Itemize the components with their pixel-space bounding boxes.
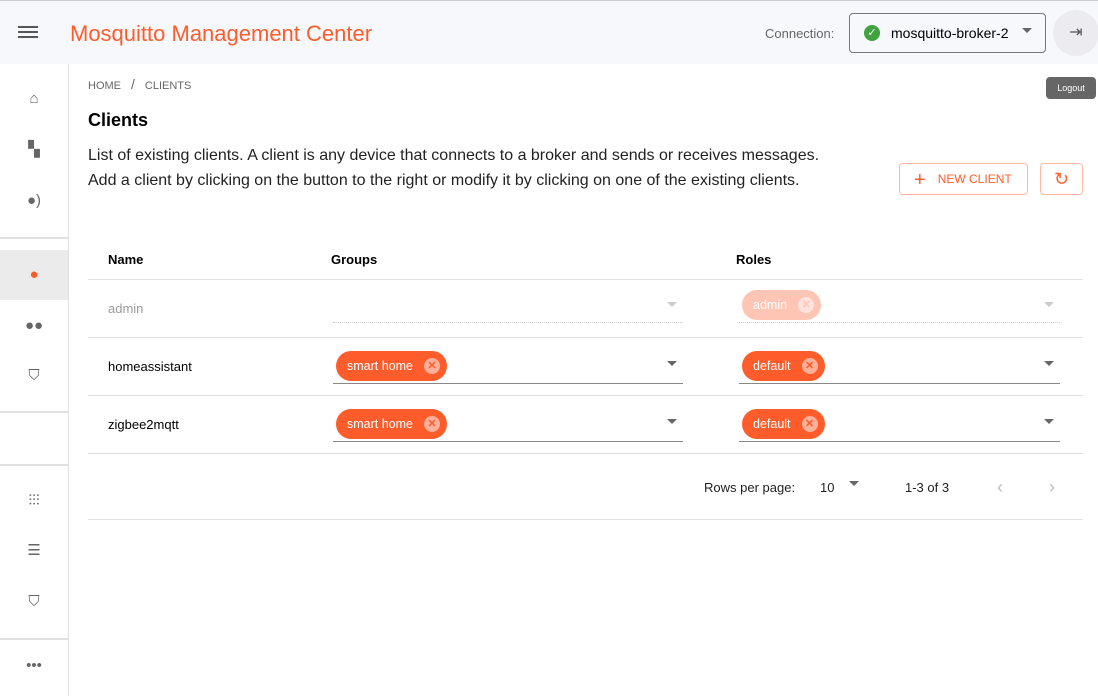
new-client-label: NEW CLIENT: [937, 172, 1012, 186]
divider: [88, 519, 1083, 520]
roles-select[interactable]: default ✕: [739, 407, 1060, 442]
divider: [88, 337, 1083, 338]
logout-icon: ⇥: [1069, 24, 1083, 41]
rows-per-page-label: Rows per page:: [704, 480, 796, 495]
role-chip[interactable]: default ✕: [742, 351, 825, 381]
group-chip[interactable]: smart home ✕: [336, 409, 447, 439]
connection-value: mosquitto-broker-2: [891, 25, 1009, 41]
client-name: homeassistant: [108, 359, 192, 374]
topology-icon[interactable]: ▚: [28, 141, 40, 158]
column-header-name[interactable]: Name: [108, 252, 144, 267]
divider: [0, 411, 68, 413]
remove-icon: ✕: [798, 297, 815, 313]
connection-select[interactable]: ✓ mosquitto-broker-2: [849, 13, 1046, 53]
remove-icon[interactable]: ✕: [801, 416, 818, 432]
storage-icon[interactable]: ☰: [27, 542, 41, 559]
chevron-down-icon[interactable]: [1044, 361, 1054, 366]
chevron-down-icon[interactable]: [667, 419, 677, 424]
breadcrumb-separator: /: [131, 76, 135, 92]
group-chip[interactable]: smart home ✕: [336, 351, 447, 381]
previous-page-icon[interactable]: ‹: [997, 477, 1003, 497]
app-bar: Mosquitto Management Center Connection: …: [0, 0, 1098, 64]
person-icon[interactable]: ●: [0, 250, 68, 300]
remove-icon[interactable]: ✕: [424, 416, 440, 432]
divider: [0, 638, 68, 640]
breadcrumb-clients: CLIENTS: [144, 80, 192, 92]
check-circle-icon: ✓: [864, 25, 880, 41]
client-name: zigbee2mqtt: [108, 417, 179, 432]
chevron-down-icon: [667, 302, 677, 307]
app-title: Mosquitto Management Center: [70, 21, 373, 46]
breadcrumb: HOME / CLIENTS: [88, 76, 201, 92]
chevron-down-icon[interactable]: [1044, 419, 1054, 424]
logout-tooltip: Logout: [1046, 77, 1096, 99]
menu-icon[interactable]: [18, 23, 38, 39]
column-header-roles[interactable]: Roles: [736, 252, 772, 267]
home-icon[interactable]: ⌂: [29, 90, 39, 107]
rows-per-page-select[interactable]: 10: [820, 480, 835, 495]
column-header-groups[interactable]: Groups: [331, 252, 378, 267]
divider: [0, 237, 68, 239]
plus-icon: +: [914, 169, 926, 191]
remove-icon[interactable]: ✕: [801, 358, 818, 374]
chevron-down-icon: [1022, 28, 1032, 33]
role-shield-icon[interactable]: ⛉: [28, 367, 40, 384]
client-name: admin: [108, 301, 144, 316]
breadcrumb-home[interactable]: HOME: [88, 80, 121, 92]
next-page-icon[interactable]: ›: [1049, 477, 1055, 497]
divider: [88, 453, 1083, 454]
divider: [0, 464, 68, 466]
refresh-button[interactable]: ↻: [1040, 163, 1083, 195]
page-description: List of existing clients. A client is an…: [88, 147, 820, 189]
refresh-icon: ↻: [1053, 169, 1070, 189]
chevron-down-icon[interactable]: [667, 361, 677, 366]
pagination-range: 1-3 of 3: [905, 480, 950, 495]
chevron-down-icon[interactable]: [849, 481, 859, 486]
sidebar: ⌂ ▚ ●) ● ●● ⛉ ⫶⫶⫶ ☰ ⛉ •••: [0, 64, 69, 696]
logout-button[interactable]: ⇥: [1053, 10, 1098, 56]
group-icon[interactable]: ●●: [24, 317, 44, 334]
roles-select[interactable]: default ✕: [739, 349, 1060, 384]
chevron-down-icon: [1044, 302, 1054, 307]
connection-label: Connection:: [765, 26, 835, 41]
client-voice-icon[interactable]: ●): [26, 192, 42, 209]
more-icon[interactable]: •••: [26, 657, 42, 674]
role-chip: admin ✕: [742, 290, 822, 320]
tune-icon[interactable]: ⫶⫶⫶: [28, 492, 40, 509]
divider: [88, 395, 1083, 396]
groups-select[interactable]: smart home ✕: [333, 407, 683, 442]
page-title: Clients: [88, 110, 149, 130]
groups-select: [333, 288, 683, 323]
role-chip[interactable]: default ✕: [742, 409, 825, 439]
new-client-button[interactable]: + NEW CLIENT: [899, 163, 1028, 195]
verified-shield-icon[interactable]: ⛉: [28, 593, 40, 610]
groups-select[interactable]: smart home ✕: [333, 349, 683, 384]
remove-icon[interactable]: ✕: [424, 358, 440, 374]
divider: [88, 279, 1083, 280]
roles-select: admin ✕: [739, 288, 1060, 323]
